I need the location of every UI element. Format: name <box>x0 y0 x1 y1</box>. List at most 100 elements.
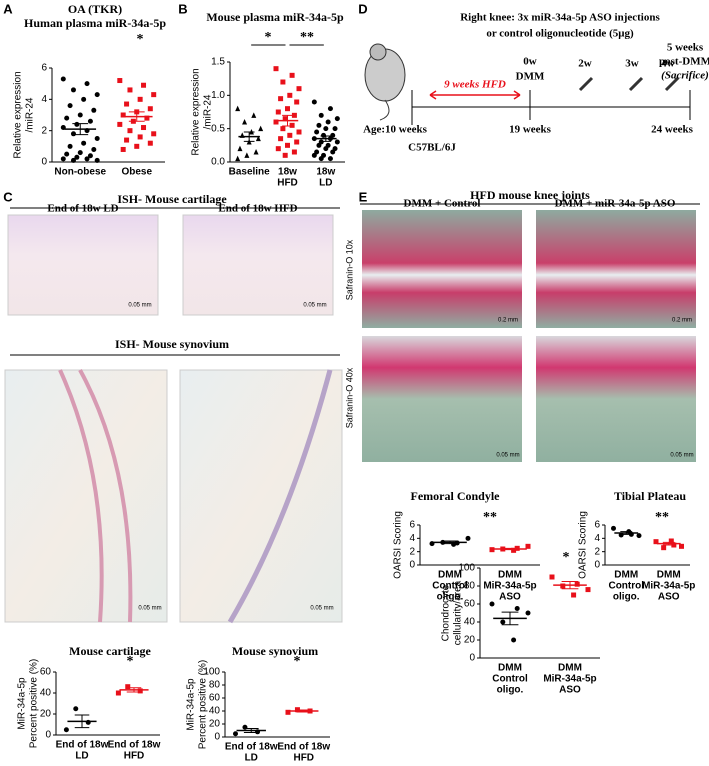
point <box>242 119 248 125</box>
point <box>63 727 69 733</box>
point <box>251 112 257 118</box>
image-synovium-hfd <box>179 369 343 623</box>
point <box>332 126 338 132</box>
point <box>115 690 121 696</box>
label: 3w <box>625 58 639 70</box>
point <box>120 146 126 152</box>
y-axis-label: Chondrocyte <box>441 584 452 641</box>
point <box>334 116 340 122</box>
point <box>285 106 290 112</box>
y-tick-label: 100 <box>458 563 475 574</box>
error-bar <box>662 541 675 546</box>
error-bar <box>126 687 142 693</box>
point <box>282 116 288 122</box>
label: post-DMM <box>659 56 709 68</box>
mouse-tail <box>379 99 390 121</box>
x-tick-label: Obese <box>121 167 152 178</box>
point <box>84 81 90 87</box>
annotation: ** <box>483 510 497 525</box>
y-tick-label: 4 <box>594 533 600 544</box>
y-tick-label: 40 <box>209 706 221 717</box>
y-axis-label: Percent positive (%) <box>198 660 209 749</box>
point <box>285 142 290 148</box>
error-bar <box>282 114 293 127</box>
point <box>323 126 329 132</box>
x-tick-label: End of 18w <box>277 742 330 753</box>
point <box>323 146 329 152</box>
point <box>311 152 317 158</box>
label: End of 18w LD <box>47 203 118 215</box>
syringe-icons <box>578 76 680 92</box>
y-axis-label: MiR-34a-5p <box>17 677 28 730</box>
point <box>334 139 340 145</box>
label: HFD mouse knee joints <box>470 188 590 202</box>
y-axis-label: Relative expression <box>13 71 24 158</box>
x-tick-label: Non-obese <box>54 167 106 178</box>
point <box>525 610 531 616</box>
x-tick-label: 18w <box>278 167 297 178</box>
point <box>67 143 73 149</box>
label: 24 weeks <box>651 124 694 136</box>
x-tick-label: oligo. <box>497 685 524 696</box>
x-tick-label: Baseline <box>229 167 271 178</box>
y-tick-label: 6 <box>409 520 415 531</box>
point <box>275 146 281 152</box>
point <box>549 574 555 580</box>
point <box>87 118 93 124</box>
label: 0.05 mm <box>310 606 333 612</box>
y-tick-label: 80 <box>464 581 476 592</box>
point <box>275 109 281 115</box>
label: 4w <box>661 58 675 70</box>
point <box>255 135 261 142</box>
point <box>237 145 243 152</box>
error-bar <box>243 728 259 733</box>
point <box>117 78 123 84</box>
error-bar <box>620 531 633 535</box>
point <box>289 122 295 128</box>
point <box>511 547 517 553</box>
y-tick-label: 80 <box>209 680 221 691</box>
error-bar <box>501 547 519 551</box>
point <box>327 106 333 112</box>
y-tick-label: 60 <box>209 693 221 704</box>
label: B <box>178 1 187 16</box>
point <box>233 731 238 737</box>
point <box>318 156 324 162</box>
x-tick-label: DMM <box>498 663 522 674</box>
point <box>280 79 286 85</box>
point <box>489 547 495 553</box>
label: Safranin-O 40x <box>344 367 354 428</box>
point <box>67 103 73 109</box>
point <box>94 136 100 141</box>
point <box>147 106 153 112</box>
point <box>636 533 642 539</box>
label: ISH- Mouse cartilage <box>117 192 227 206</box>
label: A <box>3 1 13 16</box>
error-bar <box>128 111 145 122</box>
y-tick-label: 0.0 <box>211 157 225 168</box>
y-tick-label: 0 <box>45 730 51 741</box>
label: 0.05 mm <box>138 606 161 612</box>
point <box>661 545 667 551</box>
point <box>64 151 70 157</box>
x-tick-label: LD <box>319 178 332 189</box>
point <box>74 154 80 160</box>
point <box>70 157 76 163</box>
point <box>679 543 684 549</box>
point <box>514 606 520 611</box>
point <box>653 539 659 545</box>
point <box>327 156 333 162</box>
point <box>285 709 291 715</box>
annotation: * <box>294 654 301 669</box>
image-cartilage-ld <box>7 214 159 316</box>
point <box>137 96 143 102</box>
point <box>500 619 506 625</box>
label: or control oligonucleotide (5μg) <box>486 28 634 40</box>
label: Right knee: 3x miR-34a-5p ASO injections <box>460 12 660 24</box>
point <box>235 155 241 162</box>
y-axis-label: Relative expression <box>191 68 202 155</box>
point <box>318 112 324 118</box>
annotation: ** <box>300 30 314 45</box>
y-axis-label: OARSI Scoring <box>578 511 589 579</box>
point <box>311 136 317 142</box>
